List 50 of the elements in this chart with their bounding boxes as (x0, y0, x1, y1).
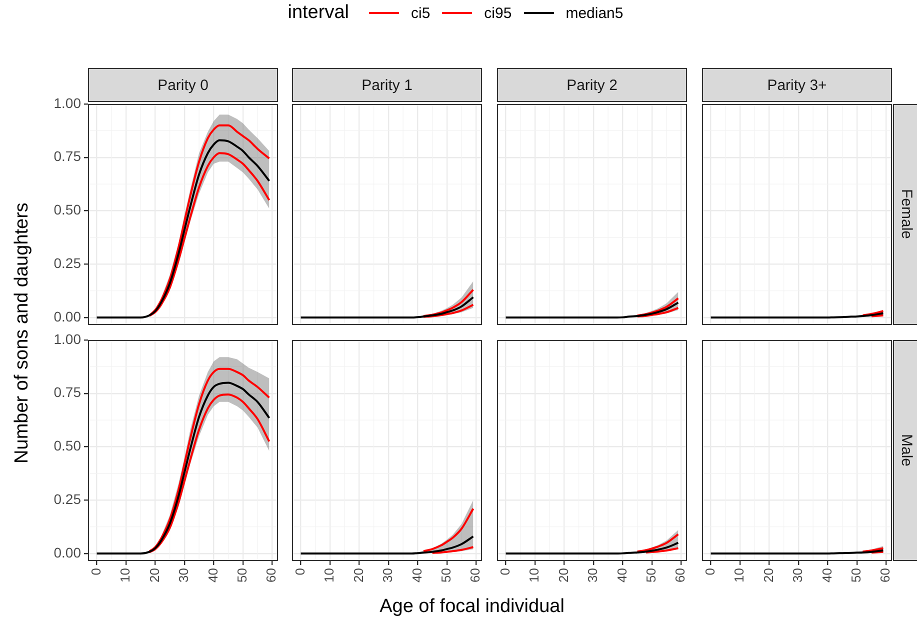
x-tick-label: 40 (409, 568, 424, 582)
legend-label: ci95 (484, 4, 512, 22)
chart-title: Parity 3+ (702, 68, 892, 102)
y-tick-label: 0.50 (54, 438, 82, 454)
x-tick-label: 30 (585, 568, 600, 582)
x-tick-label: 20 (760, 568, 776, 582)
y2-axis-title: Male (893, 340, 917, 561)
x-tick-label: 10 (732, 568, 747, 582)
x-tick-label: 0 (497, 568, 512, 576)
x-tick-label: 20 (350, 568, 366, 582)
chart-title: Parity 0 (88, 68, 278, 102)
y-tick-label: 0.75 (54, 384, 82, 400)
x-tick-label: 60 (878, 568, 893, 582)
x-tick-label: 60 (264, 568, 279, 582)
x-tick-label: 40 (614, 568, 630, 582)
y-tick-label: 0.25 (54, 491, 82, 508)
y-tick-label: 0.50 (54, 202, 82, 218)
x-tick-label: 40 (819, 568, 834, 582)
y-tick-label: 1.00 (54, 94, 82, 111)
legend-label: median5 (566, 4, 624, 22)
legend-title: interval (288, 2, 349, 24)
x-tick-label: 30 (790, 568, 806, 582)
x-tick-label: 60 (672, 568, 688, 582)
x-tick-label: 10 (322, 568, 337, 582)
x-tick-label: 0 (702, 568, 718, 576)
x-tick-label: 50 (644, 568, 658, 582)
chart-title: Parity 1 (292, 68, 482, 102)
y-tick-label: 1.00 (54, 330, 82, 347)
y-axis-title: Number of sons and daughters (11, 202, 33, 463)
legend-label: ci5 (410, 4, 430, 22)
x-tick-label: 30 (380, 568, 396, 582)
x-tick-label: 20 (556, 568, 571, 582)
x-tick-label: 0 (292, 568, 308, 576)
x-tick-label: 60 (468, 568, 483, 582)
x-tick-label: 0 (88, 568, 104, 576)
y2-axis-title: Female (893, 104, 917, 325)
x-tick-label: 30 (176, 568, 192, 582)
x-tick-label: 50 (848, 568, 864, 582)
x-tick-label: 10 (526, 568, 542, 582)
x-axis-title: Age of focal individual (380, 596, 564, 618)
y-tick-label: 0.00 (54, 544, 82, 560)
y-tick-label: 0.25 (54, 255, 82, 272)
chart-title: Parity 2 (497, 68, 687, 102)
y-tick-label: 0.00 (54, 308, 82, 324)
x-tick-label: 10 (118, 568, 133, 582)
x-tick-label: 20 (146, 568, 162, 582)
x-tick-label: 50 (234, 568, 250, 582)
x-tick-label: 50 (438, 568, 454, 582)
y-tick-label: 0.75 (54, 148, 82, 164)
x-tick-label: 40 (205, 568, 220, 582)
